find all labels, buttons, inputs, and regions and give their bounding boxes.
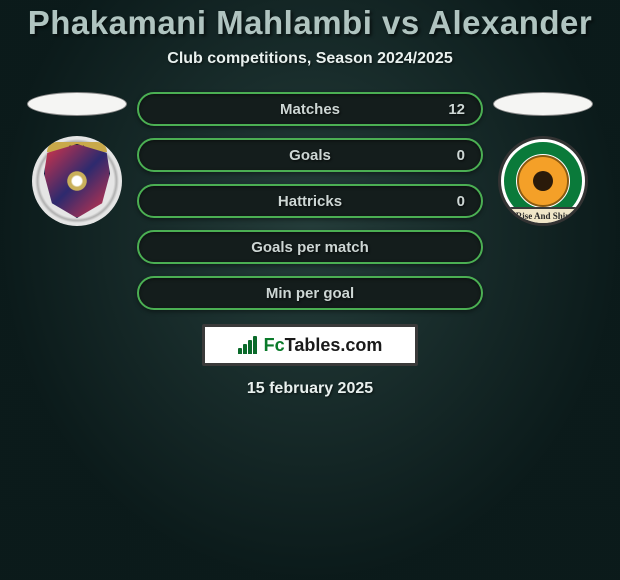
branding-suffix: Tables.com — [285, 335, 383, 355]
stat-label: Matches — [139, 101, 481, 118]
stat-row-goals: Goals 0 — [137, 138, 483, 172]
stat-value: 0 — [457, 147, 465, 164]
ball-icon — [517, 155, 569, 207]
bars-icon — [238, 336, 260, 354]
branding-prefix: Fc — [264, 335, 285, 355]
stat-label: Goals — [139, 147, 481, 164]
stat-row-hattricks: Hattricks 0 — [137, 184, 483, 218]
page-subtitle: Club competitions, Season 2024/2025 — [167, 50, 452, 68]
stat-label: Hattricks — [139, 193, 481, 210]
right-club-logo: Rise And Shin — [498, 136, 588, 226]
right-player-column: Rise And Shin — [493, 92, 593, 226]
left-player-column: CHIPPA — [27, 92, 127, 226]
stat-value: 0 — [457, 193, 465, 210]
left-club-logo: CHIPPA — [32, 136, 122, 226]
branding-text: FcTables.com — [264, 335, 383, 356]
right-player-photo-placeholder — [493, 92, 593, 116]
stat-value: 12 — [448, 101, 465, 118]
stat-row-matches: Matches 12 — [137, 92, 483, 126]
left-player-photo-placeholder — [27, 92, 127, 116]
shield-icon — [44, 144, 110, 218]
stat-row-goals-per-match: Goals per match — [137, 230, 483, 264]
date-label: 15 february 2025 — [247, 380, 373, 398]
stats-column: Matches 12 Goals 0 Hattricks 0 Goals per… — [137, 92, 483, 310]
page-title: Phakamani Mahlambi vs Alexander — [28, 4, 593, 42]
comparison-row: CHIPPA Matches 12 Goals 0 Hattricks 0 Go… — [0, 92, 620, 310]
stat-row-min-per-goal: Min per goal — [137, 276, 483, 310]
stat-label: Goals per match — [139, 239, 481, 256]
branding-badge: FcTables.com — [202, 324, 418, 366]
right-club-ribbon: Rise And Shin — [498, 207, 588, 225]
stat-label: Min per goal — [139, 285, 481, 302]
